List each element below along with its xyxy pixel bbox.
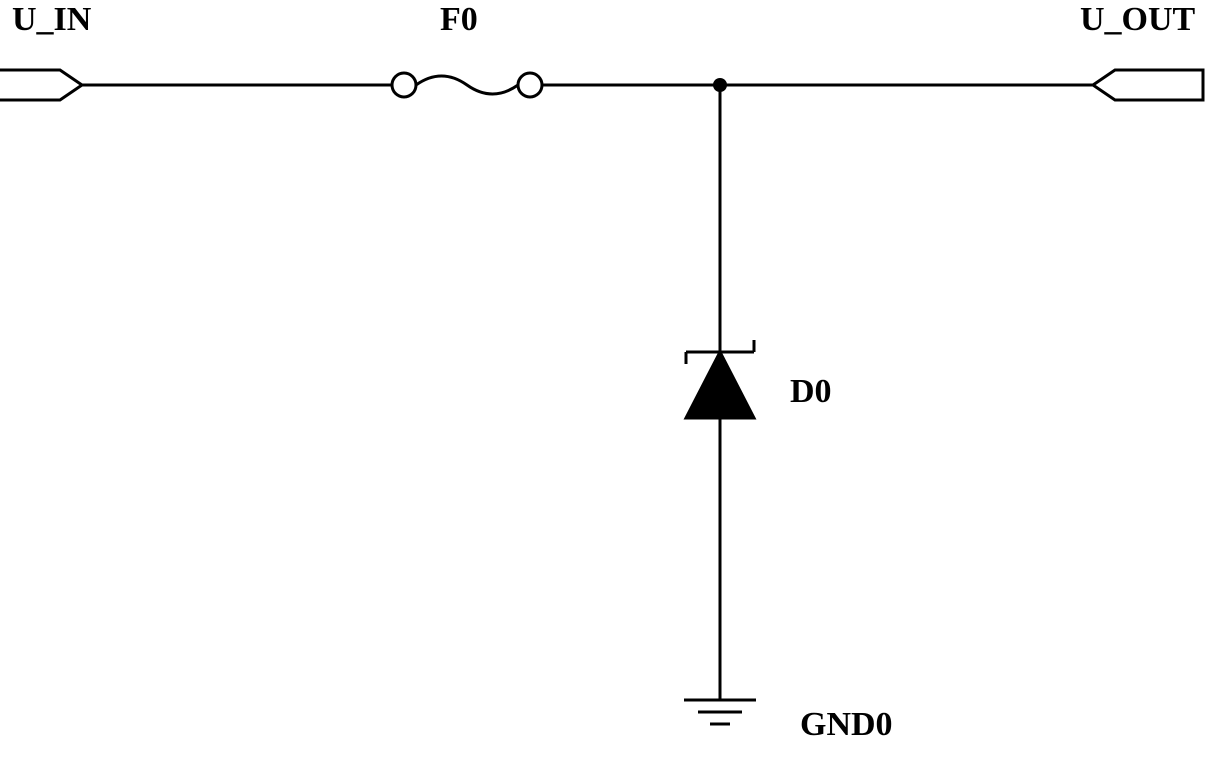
label-d0: D0	[790, 373, 832, 410]
label-u-out: U_OUT	[1080, 1, 1196, 38]
fuse-element	[416, 76, 518, 94]
circuit-diagram: U_IN F0 U_OUT D0 GND0	[0, 0, 1221, 771]
output-port	[1093, 70, 1203, 100]
label-f0: F0	[440, 1, 478, 38]
label-gnd0: GND0	[800, 706, 893, 743]
input-port	[0, 70, 82, 100]
fuse-terminal-right	[518, 73, 542, 97]
label-u-in: U_IN	[12, 1, 92, 38]
diode-triangle	[686, 352, 754, 418]
fuse-terminal-left	[392, 73, 416, 97]
